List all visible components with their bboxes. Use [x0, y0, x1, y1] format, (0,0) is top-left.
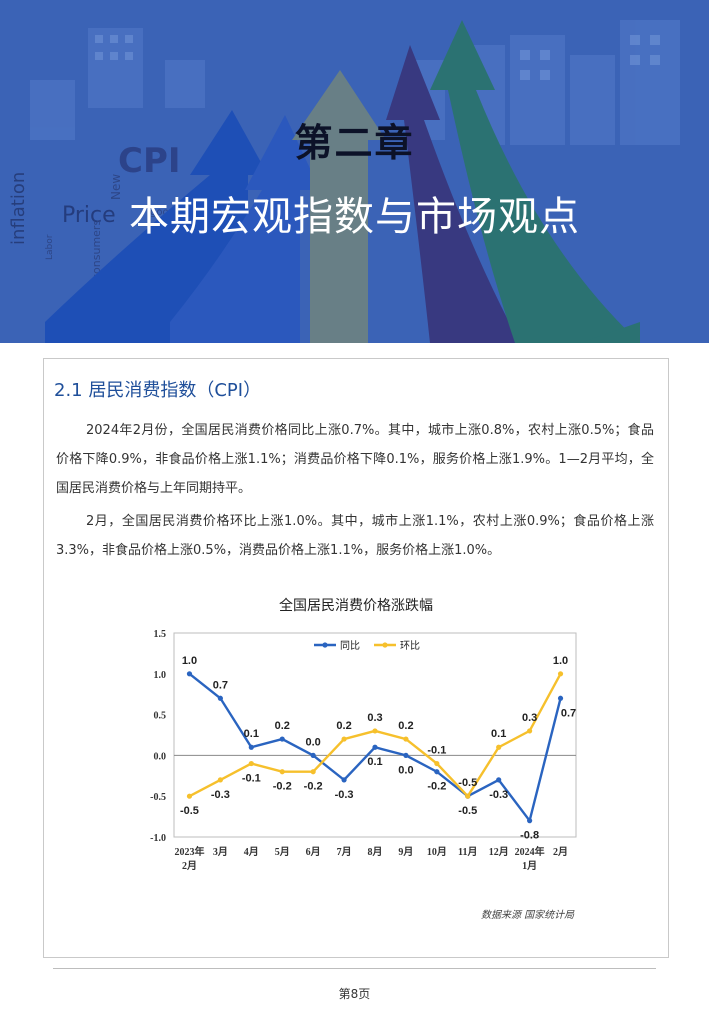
paragraph-yoy: 2024年2月份，全国居民消费价格同比上涨0.7%。其中，城市上涨0.8%，农村… [56, 416, 654, 503]
x-tick-label: 2月 [553, 846, 568, 858]
paragraph-mom-text: 2月，全国居民消费价格环比上涨1.0%。其中，城市上涨1.1%，农村上涨0.9%… [56, 514, 654, 558]
data-label: -0.5 [458, 805, 477, 817]
x-tick-label: 11月 [458, 846, 477, 858]
x-tick-label: 3月 [213, 846, 228, 858]
cpi-line-chart: -1.0 -0.5 0.0 0.5 1.0 1.5 2023年 2月 3月 4月 5月 6月 7月 8月 9… [150, 629, 577, 872]
legend-marker [322, 642, 328, 648]
data-point [557, 695, 564, 701]
svg-text:Price: Price [62, 203, 116, 228]
x-tick-label: 5月 [275, 846, 290, 858]
data-label: -0.5 [180, 805, 199, 817]
data-point [372, 728, 378, 734]
svg-text:New: New [109, 174, 123, 200]
x-tick-label: 12月 [489, 846, 509, 858]
data-point [434, 769, 440, 775]
svg-text:Labor: Labor [45, 234, 55, 260]
data-label: 0.1 [367, 756, 382, 768]
data-label: 1.0 [553, 655, 568, 667]
svg-text:goods: goods [150, 207, 180, 218]
data-label: 0.0 [398, 764, 413, 776]
y-tick-label: 0.5 [154, 711, 167, 722]
x-tick-label: 8月 [368, 846, 383, 858]
data-label: -0.3 [335, 789, 354, 801]
footer-divider [53, 968, 656, 969]
data-point [279, 769, 285, 775]
data-label: 1.0 [182, 655, 197, 667]
chapter-banner: CPI inflation Price consumers biases New… [0, 0, 709, 343]
y-tick-label: -1.0 [150, 833, 166, 844]
data-label: -0.2 [427, 781, 446, 793]
data-point [496, 744, 502, 750]
data-point [372, 744, 378, 750]
data-point [341, 736, 347, 742]
data-point [403, 752, 409, 758]
legend-label: 同比 [340, 640, 360, 652]
x-tick-label: 2024年 [515, 845, 545, 858]
data-point [186, 671, 193, 677]
data-point [341, 777, 347, 783]
data-point [527, 818, 533, 824]
y-tick-label: 0.0 [154, 751, 167, 762]
data-label: -0.1 [427, 745, 446, 757]
data-point [527, 728, 533, 734]
data-point [496, 777, 502, 783]
paragraph-yoy-text: 2024年2月份，全国居民消费价格同比上涨0.7%。其中，城市上涨0.8%，农村… [56, 423, 654, 496]
data-label: 0.3 [367, 712, 382, 724]
data-label: -0.3 [211, 789, 230, 801]
y-tick-label: -0.5 [150, 792, 166, 803]
svg-text:consumers: consumers [90, 220, 103, 280]
data-point [248, 744, 254, 750]
data-label: 0.3 [522, 712, 537, 724]
banner-illustration: CPI inflation Price consumers biases New… [8, 20, 680, 343]
data-point [434, 760, 440, 767]
page-number: 第8页 [338, 987, 371, 1001]
svg-text:inflation: inflation [8, 172, 29, 245]
legend-marker [382, 642, 388, 648]
legend-label: 环比 [400, 640, 420, 652]
x-tick-label: 1月 [522, 860, 537, 872]
data-point [248, 760, 254, 767]
data-point [217, 777, 223, 783]
y-tick-label: 1.0 [154, 670, 167, 681]
data-point [557, 671, 564, 677]
section-title: 2.1 居民消费指数（CPI） [54, 380, 262, 401]
y-tick-label: 1.5 [154, 629, 167, 640]
data-label: -0.3 [489, 789, 508, 801]
data-point [403, 736, 409, 742]
chapter-number: 第二章 [294, 121, 415, 165]
data-label: 0.2 [398, 720, 413, 732]
x-tick-label: 2月 [182, 860, 197, 872]
data-point [186, 793, 193, 799]
x-tick-label: 6月 [306, 846, 321, 858]
data-label: 0.7 [561, 707, 576, 719]
svg-text:CPI: CPI [118, 141, 181, 181]
data-point [465, 793, 471, 799]
data-label: 0.1 [244, 728, 259, 740]
x-tick-label: 2023年 [174, 845, 204, 858]
data-label: 0.1 [491, 728, 506, 740]
data-point [310, 769, 316, 775]
x-tick-label: 10月 [427, 846, 447, 858]
data-label: -0.8 [520, 830, 539, 842]
data-label: -0.2 [304, 781, 323, 793]
data-label: 0.2 [275, 720, 290, 732]
x-tick-label: 4月 [244, 846, 259, 858]
data-label: -0.5 [458, 777, 477, 789]
data-label: -0.1 [242, 773, 261, 785]
data-label: 0.0 [306, 736, 321, 748]
paragraph-mom: 2月，全国居民消费价格环比上涨1.0%。其中，城市上涨1.1%，农村上涨0.9%… [56, 507, 654, 565]
data-label: 0.7 [213, 679, 228, 691]
data-label: -0.2 [273, 781, 292, 793]
x-tick-label: 9月 [398, 846, 413, 858]
data-point [279, 736, 285, 742]
data-point [310, 752, 316, 758]
chapter-title: 本期宏观指数与市场观点 [129, 194, 580, 240]
data-point [217, 695, 223, 701]
chart-title: 全国居民消费价格涨跌幅 [279, 598, 433, 614]
cpi-section-panel: 2.1 居民消费指数（CPI） 2024年2月份，全国居民消费价格同比上涨0.7… [43, 358, 669, 958]
source-note: 数据来源 国家统计局 [481, 910, 575, 921]
data-label: 0.2 [336, 720, 351, 732]
x-tick-label: 7月 [337, 846, 352, 858]
plot-area [173, 632, 577, 838]
